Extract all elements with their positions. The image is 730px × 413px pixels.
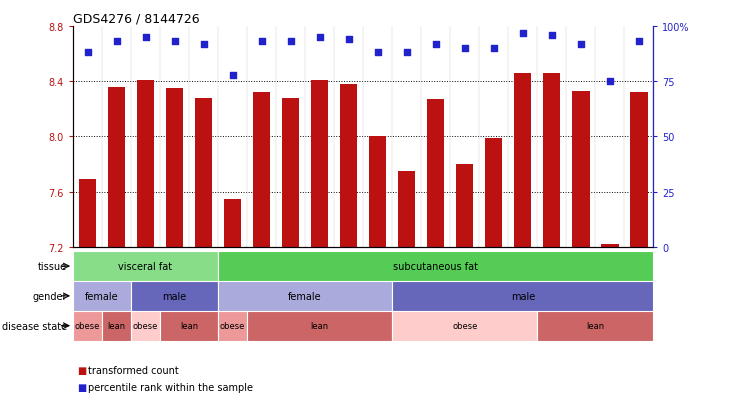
Text: male: male: [163, 291, 187, 301]
Bar: [537, 311, 653, 341]
Bar: [630, 93, 648, 247]
Bar: [398, 171, 415, 247]
Bar: [73, 311, 102, 341]
Point: [227, 72, 239, 78]
Point: [546, 32, 558, 39]
Point: [459, 45, 471, 52]
Text: lean: lean: [180, 321, 198, 330]
Text: transformed count: transformed count: [88, 366, 178, 375]
Text: lean: lean: [310, 321, 328, 330]
Bar: [247, 311, 392, 341]
Text: disease state: disease state: [2, 321, 67, 331]
Text: percentile rank within the sample: percentile rank within the sample: [88, 382, 253, 392]
Text: ■: ■: [77, 382, 86, 392]
Point: [343, 37, 355, 43]
Text: obese: obese: [452, 321, 477, 330]
Bar: [218, 311, 247, 341]
Text: gender: gender: [33, 291, 67, 301]
Point: [111, 39, 123, 45]
Point: [517, 30, 529, 37]
Text: GDS4276 / 8144726: GDS4276 / 8144726: [73, 13, 199, 26]
Text: ■: ■: [77, 366, 86, 375]
Text: obese: obese: [220, 321, 245, 330]
Text: obese: obese: [74, 321, 100, 330]
Bar: [572, 92, 590, 247]
Bar: [392, 281, 653, 311]
Bar: [79, 180, 96, 247]
Bar: [311, 81, 329, 247]
Bar: [108, 88, 126, 247]
Text: subcutaneous fat: subcutaneous fat: [393, 261, 478, 271]
Bar: [392, 311, 537, 341]
Bar: [282, 99, 299, 247]
Bar: [73, 252, 218, 281]
Bar: [131, 281, 218, 311]
Bar: [166, 89, 183, 247]
Point: [314, 35, 326, 41]
Point: [488, 45, 499, 52]
Point: [169, 39, 180, 45]
Point: [255, 39, 267, 45]
Bar: [224, 199, 242, 247]
Bar: [514, 74, 531, 247]
Bar: [218, 281, 392, 311]
Bar: [543, 74, 561, 247]
Text: visceral fat: visceral fat: [118, 261, 172, 271]
Point: [372, 50, 383, 57]
Text: female: female: [85, 291, 119, 301]
Point: [198, 41, 210, 48]
Point: [401, 50, 412, 57]
Bar: [73, 281, 131, 311]
Bar: [601, 244, 618, 247]
Bar: [137, 81, 154, 247]
Bar: [485, 138, 502, 247]
Bar: [427, 100, 445, 247]
Bar: [253, 93, 270, 247]
Point: [633, 39, 645, 45]
Bar: [195, 99, 212, 247]
Text: female: female: [288, 291, 322, 301]
Bar: [131, 311, 160, 341]
Bar: [456, 165, 474, 247]
Point: [82, 50, 93, 57]
Bar: [340, 85, 358, 247]
Text: lean: lean: [107, 321, 126, 330]
Text: tissue: tissue: [38, 261, 67, 271]
Point: [430, 41, 442, 48]
Bar: [218, 252, 653, 281]
Text: male: male: [511, 291, 535, 301]
Text: obese: obese: [133, 321, 158, 330]
Point: [139, 35, 151, 41]
Text: lean: lean: [586, 321, 604, 330]
Point: [575, 41, 587, 48]
Bar: [369, 137, 386, 247]
Point: [285, 39, 296, 45]
Bar: [102, 311, 131, 341]
Bar: [160, 311, 218, 341]
Point: [604, 78, 615, 85]
